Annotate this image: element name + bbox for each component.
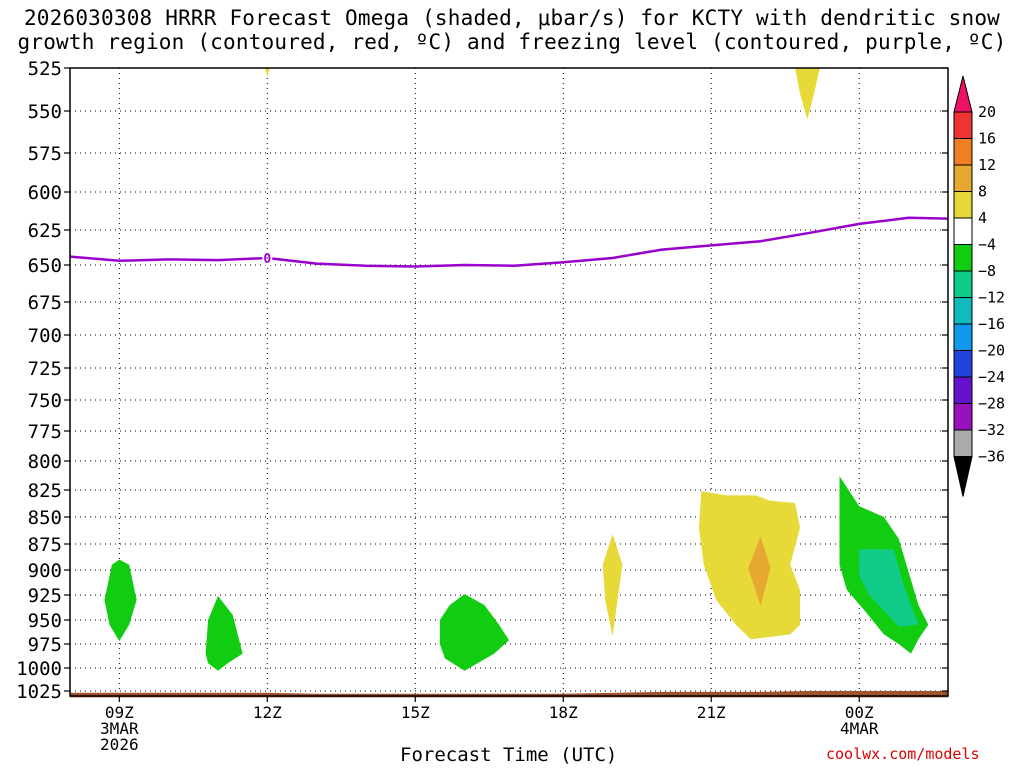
colorbar-arrow-top	[953, 75, 973, 113]
colorbar-label: −32	[978, 421, 1005, 439]
omega-teal-00z	[859, 549, 919, 627]
colorbar-label: −36	[978, 448, 1005, 466]
colorbar-label: 20	[978, 103, 996, 121]
y-tick-label: 625	[28, 220, 62, 242]
colorbar-swatch	[953, 244, 973, 272]
y-tick-label: 825	[28, 480, 62, 502]
colorbar-swatch	[953, 297, 973, 325]
colorbar-label: 16	[978, 130, 996, 148]
colorbar-swatch	[953, 403, 973, 431]
y-tick-label: 775	[28, 421, 62, 443]
y-tick-label: 975	[28, 634, 62, 656]
y-tick-label: 950	[28, 610, 62, 632]
colorbar-swatch	[953, 164, 973, 192]
colorbar-label: −20	[978, 342, 1005, 360]
colorbar-swatch	[953, 270, 973, 298]
y-tick-label: 1025	[16, 681, 62, 703]
y-tick-label: 650	[28, 255, 62, 277]
y-tick-label: 1000	[16, 658, 62, 680]
freezing-level-line	[69, 216, 949, 268]
y-tick-label: 525	[28, 58, 62, 80]
colorbar-swatch	[953, 111, 973, 139]
colorbar-swatch	[953, 323, 973, 351]
y-tick-label: 600	[28, 182, 62, 204]
colorbar-label: −24	[978, 368, 1005, 386]
omega-green-09z	[104, 559, 137, 642]
colorbar-swatch	[953, 217, 973, 245]
omega-orange-22z	[748, 536, 771, 606]
colorbar-label: 12	[978, 156, 996, 174]
freezing-level-label: 0	[263, 252, 271, 267]
y-tick-label: 800	[28, 451, 62, 473]
colorbar-swatch	[953, 429, 973, 457]
credit-link[interactable]: coolwx.com/models	[826, 745, 980, 763]
title-line-1: 2026030308 HRRR Forecast Omega (shaded, …	[23, 6, 1001, 30]
colorbar-arrow-bottom	[953, 456, 973, 497]
colorbar-label: −8	[978, 262, 996, 280]
chart-title: 2026030308 HRRR Forecast Omega (shaded, …	[0, 6, 1024, 54]
y-tick-label: 875	[28, 534, 62, 556]
omega-green-11z	[205, 596, 243, 671]
colorbar-swatch	[953, 191, 973, 219]
x-axis-label: Forecast Time (UTC)	[400, 744, 618, 766]
omega-green-16z	[439, 594, 509, 671]
y-tick-label: 575	[28, 143, 62, 165]
y-tick-label: 725	[28, 358, 62, 380]
colorbar-swatch	[953, 350, 973, 378]
x-tick-label: 12Z	[253, 703, 282, 722]
colorbar-label: −16	[978, 315, 1005, 333]
x-tick-label: 4MAR	[840, 719, 879, 738]
omega-yellow-top-2	[795, 68, 820, 120]
colorbar-label: −28	[978, 395, 1005, 413]
plot-area	[70, 68, 948, 696]
omega-yellow-19z	[602, 534, 623, 637]
plot-frame	[69, 67, 949, 697]
x-tick-label: 21Z	[697, 703, 726, 722]
colorbar-label: 4	[978, 209, 987, 227]
freezing-level-label-bg	[262, 250, 273, 265]
y-tick-label: 675	[28, 292, 62, 314]
colorbar-label: −4	[978, 236, 996, 254]
x-tick-label: 18Z	[549, 703, 578, 722]
x-tick-label: 00Z	[845, 703, 874, 722]
x-tick-label: 09Z	[105, 703, 134, 722]
y-tick-label: 700	[28, 325, 62, 347]
y-tick-label: 750	[28, 390, 62, 412]
colorbar-label: 8	[978, 183, 987, 201]
x-tick-label: 15Z	[401, 703, 430, 722]
y-tick-label: 925	[28, 585, 62, 607]
y-tick-label: 850	[28, 507, 62, 529]
y-tick-label: 550	[28, 101, 62, 123]
x-tick-label: 3MAR	[100, 719, 139, 738]
colorbar-swatch	[953, 376, 973, 404]
colorbar-label: −12	[978, 289, 1005, 307]
x-tick-label: 2026	[100, 735, 139, 754]
colorbar-swatch	[953, 138, 973, 166]
title-line-2: growth region (contoured, red, ºC) and f…	[17, 30, 1007, 54]
omega-yellow-top-1	[264, 68, 270, 77]
y-tick-label: 900	[28, 560, 62, 582]
